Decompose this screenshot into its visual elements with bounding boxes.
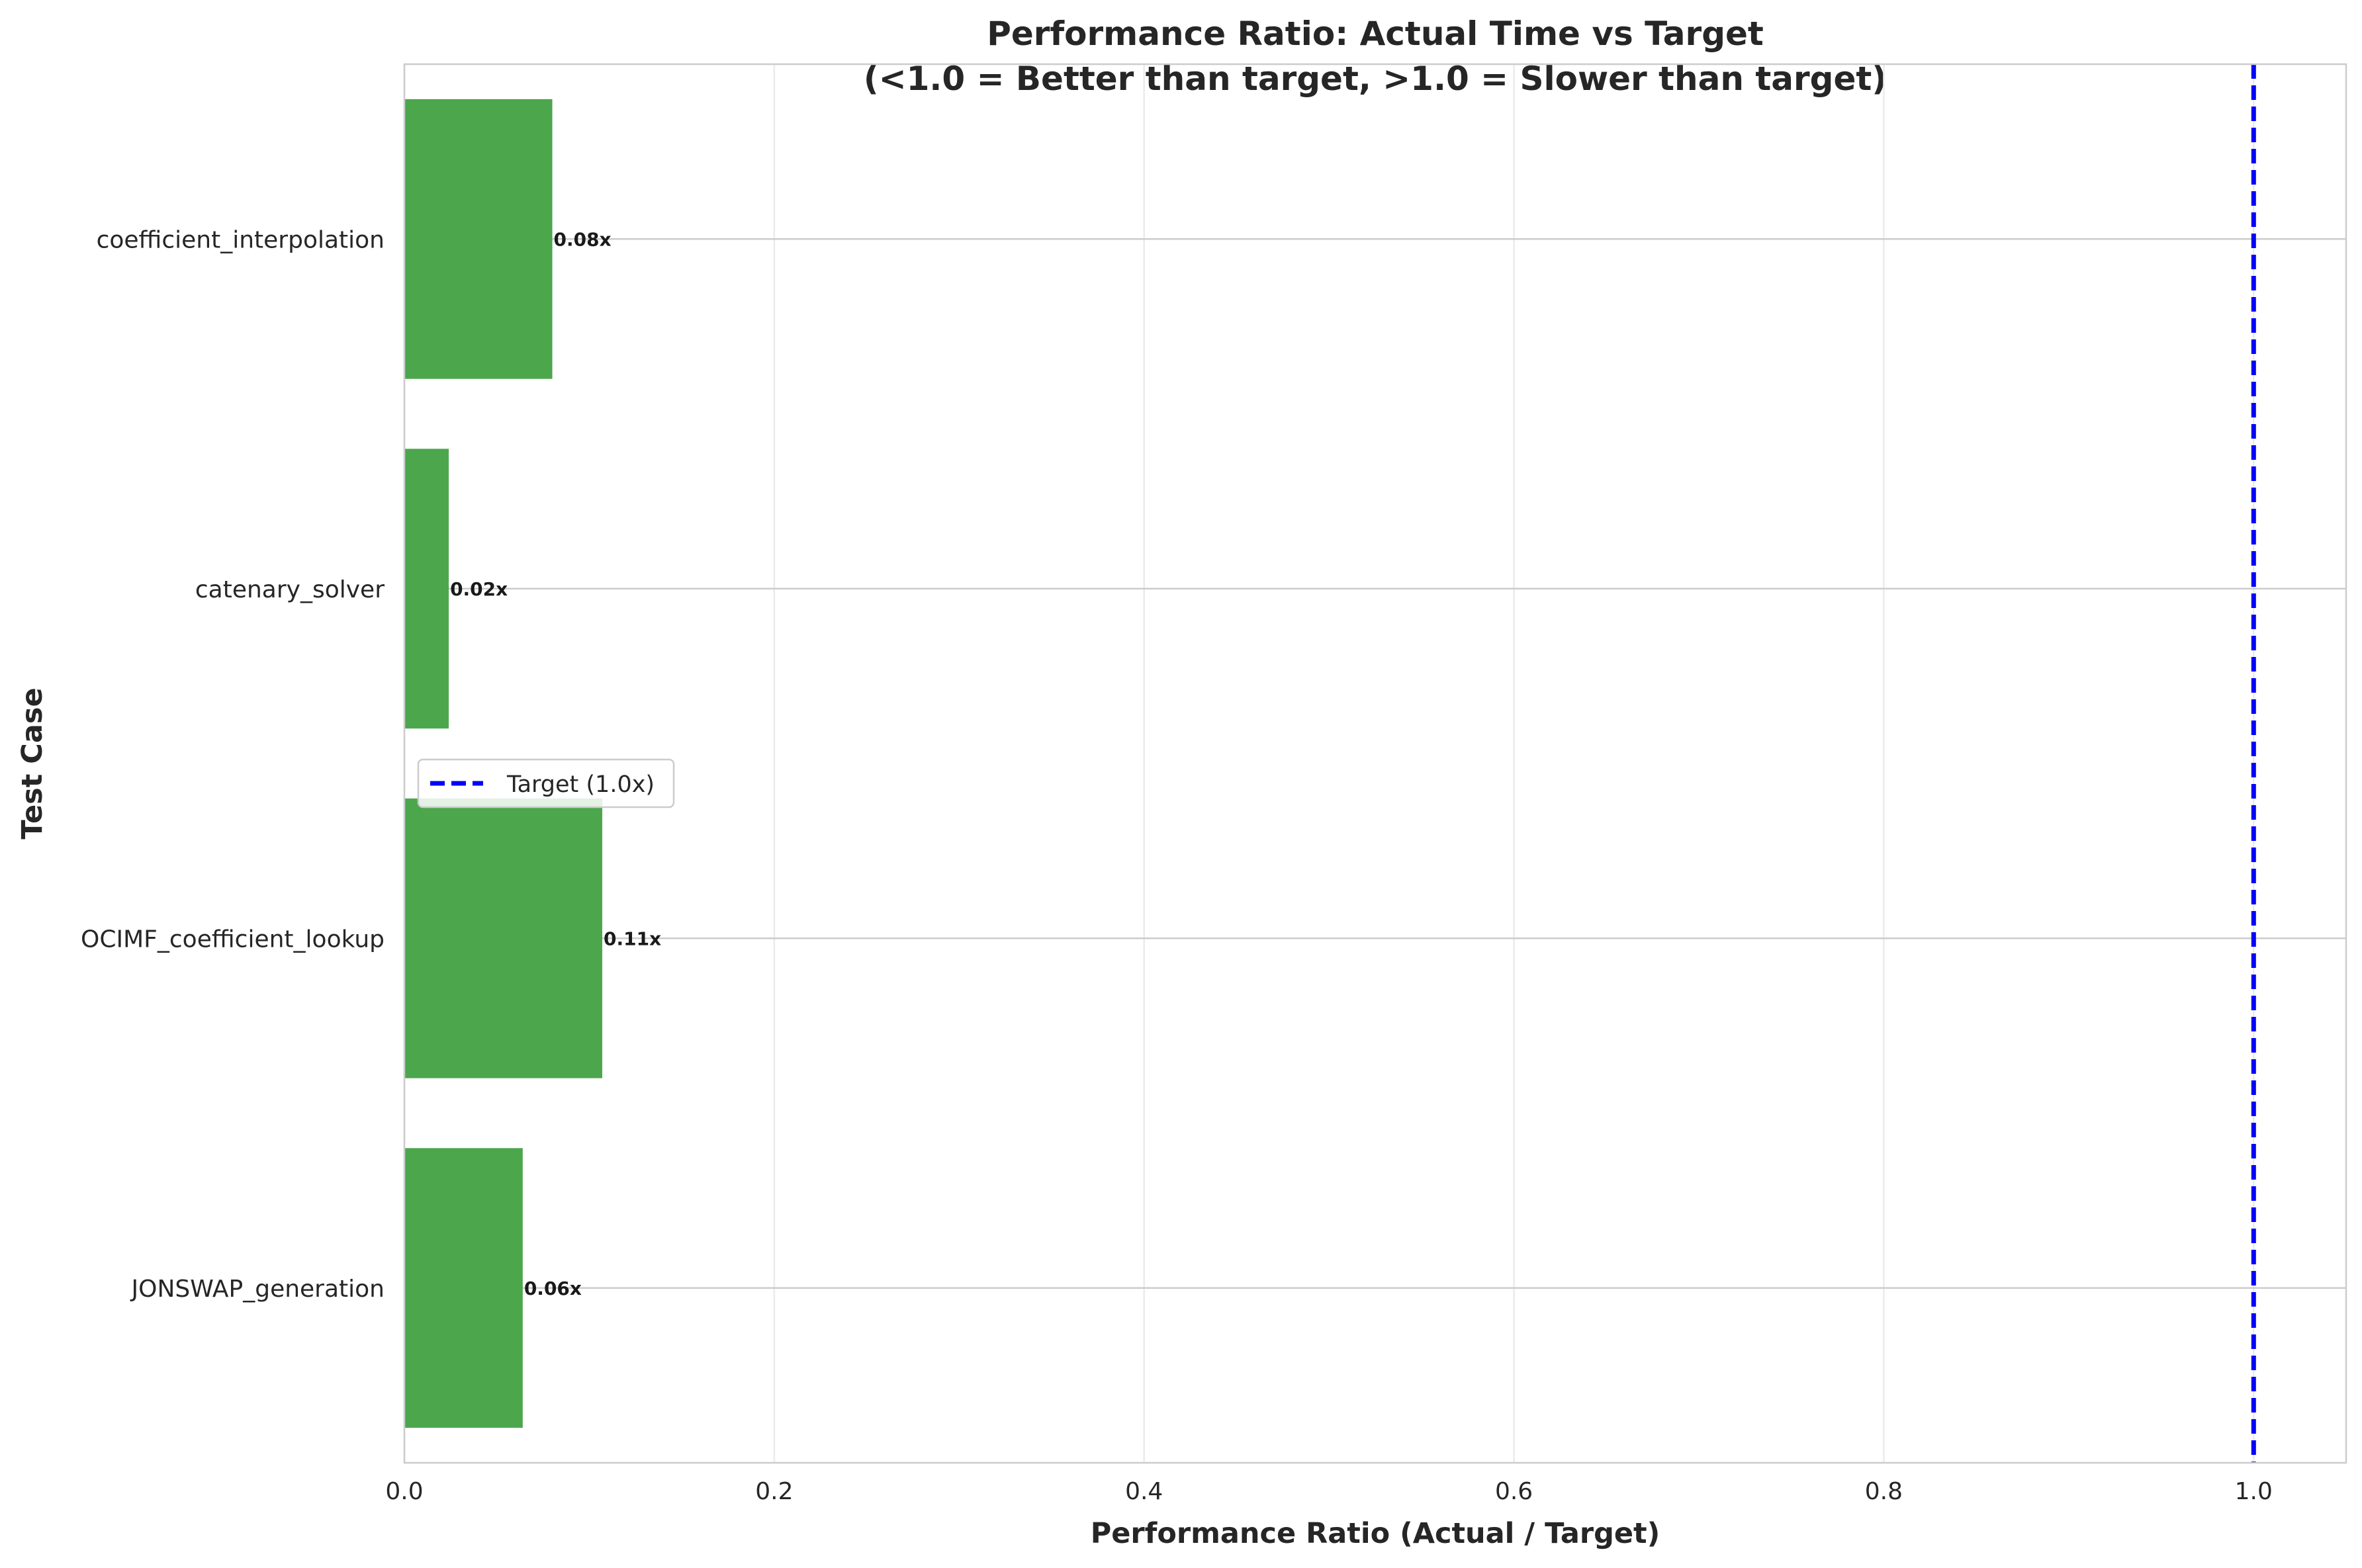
x-tick-label: 0.8 — [1865, 1478, 1903, 1505]
x-tick-label: 0.4 — [1125, 1478, 1163, 1505]
y-tick-label: coefficient_interpolation — [97, 226, 385, 253]
bar-value-label: 0.11x — [604, 928, 661, 949]
y-axis-label: Test Case — [16, 687, 49, 839]
bar — [404, 99, 553, 379]
x-tick-label: 0.2 — [755, 1478, 793, 1505]
legend: Target (1.0x) — [417, 758, 675, 808]
x-axis-label: Performance Ratio (Actual / Target) — [1091, 1517, 1660, 1550]
bar — [404, 449, 449, 729]
bars — [404, 99, 602, 1428]
y-tick-label: OCIMF_coefficient_lookup — [81, 926, 385, 953]
x-tick-label: 0.0 — [385, 1478, 423, 1505]
bar-value-label: 0.06x — [524, 1278, 582, 1299]
x-tick-label: 0.6 — [1495, 1478, 1533, 1505]
chart-title: Performance Ratio: Actual Time vs Target — [987, 15, 1764, 53]
bar-labels: 0.08x 0.02x 0.11x 0.06x — [450, 228, 661, 1299]
legend-box — [417, 758, 675, 808]
bar — [404, 1148, 523, 1428]
plot-frame — [403, 63, 2347, 1464]
y-tick-label: catenary_solver — [195, 576, 385, 603]
chart-subtitle: (<1.0 = Better than target, >1.0 = Slowe… — [864, 60, 1887, 98]
x-tick-label: 1.0 — [2235, 1478, 2273, 1505]
y-tick-label: JONSWAP_generation — [130, 1276, 385, 1303]
bar — [404, 798, 602, 1078]
legend-label-target: Target (1.0x) — [506, 771, 655, 798]
bar-value-label: 0.08x — [554, 228, 612, 250]
bar-value-label: 0.02x — [450, 578, 508, 600]
tick-labels: 0.0 0.2 0.4 0.6 0.8 1.0 coefficient_interpolat… — [81, 226, 2273, 1505]
